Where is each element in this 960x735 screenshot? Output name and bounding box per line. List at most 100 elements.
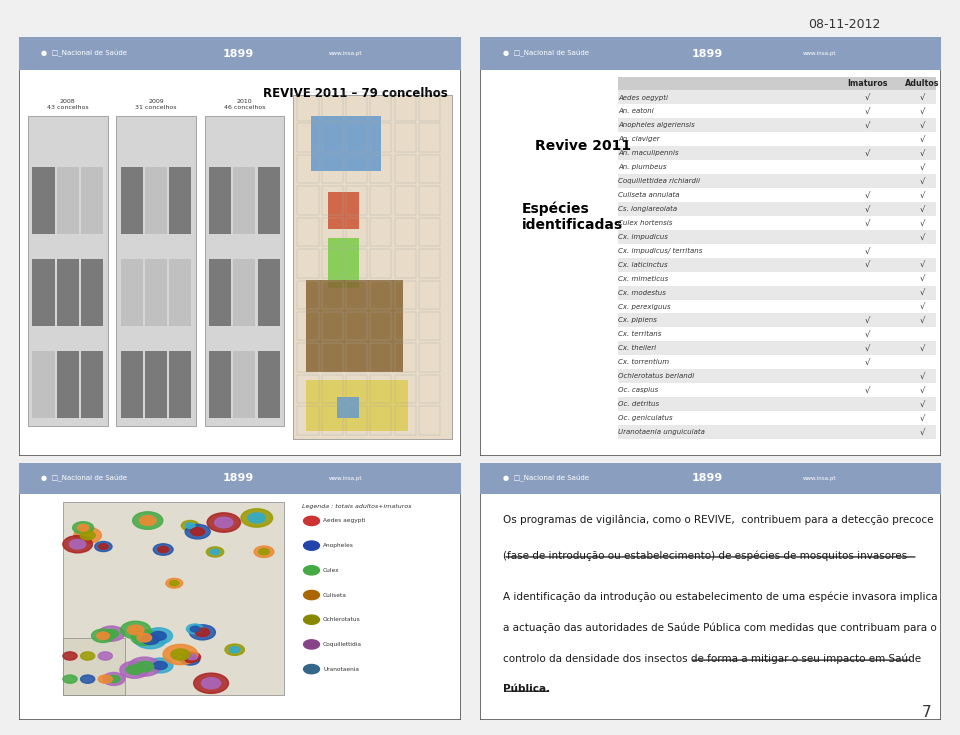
- Text: Revive 2011: Revive 2011: [536, 139, 632, 153]
- FancyBboxPatch shape: [328, 238, 359, 288]
- Text: 1899: 1899: [692, 49, 723, 59]
- FancyBboxPatch shape: [618, 286, 936, 300]
- Text: √: √: [864, 121, 870, 130]
- Circle shape: [142, 634, 159, 645]
- Text: √: √: [920, 218, 925, 227]
- Text: √: √: [864, 260, 870, 269]
- FancyBboxPatch shape: [306, 280, 403, 372]
- Text: 2009
31 concelhos: 2009 31 concelhos: [135, 99, 177, 110]
- Circle shape: [185, 523, 195, 528]
- FancyBboxPatch shape: [337, 397, 359, 418]
- Text: √: √: [920, 148, 925, 158]
- Text: 2010
46 concelhos: 2010 46 concelhos: [224, 99, 265, 110]
- Text: Coquillettidia: Coquillettidia: [323, 642, 362, 647]
- Text: √: √: [864, 316, 870, 325]
- Circle shape: [99, 544, 108, 549]
- Text: √: √: [920, 162, 925, 172]
- Circle shape: [135, 662, 154, 672]
- Circle shape: [185, 524, 210, 539]
- Text: √: √: [920, 302, 925, 311]
- Circle shape: [103, 673, 125, 686]
- Circle shape: [303, 639, 320, 649]
- Circle shape: [194, 673, 228, 693]
- Circle shape: [303, 541, 320, 551]
- Text: √: √: [920, 232, 925, 241]
- Text: Cx. torrentium: Cx. torrentium: [618, 359, 669, 365]
- Circle shape: [120, 662, 149, 678]
- Text: Cx. impudicus: Cx. impudicus: [618, 234, 668, 240]
- Text: An. plumbeus: An. plumbeus: [618, 164, 667, 170]
- FancyBboxPatch shape: [19, 463, 461, 494]
- Circle shape: [254, 546, 274, 558]
- FancyBboxPatch shape: [618, 314, 936, 327]
- Circle shape: [137, 634, 152, 642]
- FancyBboxPatch shape: [81, 167, 103, 234]
- FancyBboxPatch shape: [618, 216, 936, 230]
- FancyBboxPatch shape: [618, 327, 936, 341]
- Text: Oc. detritus: Oc. detritus: [618, 401, 660, 407]
- FancyBboxPatch shape: [233, 167, 255, 234]
- Text: www.insa.pt: www.insa.pt: [803, 476, 836, 481]
- FancyBboxPatch shape: [121, 351, 143, 418]
- Text: ●  □_Nacional de Saúde: ● □_Nacional de Saúde: [503, 50, 589, 57]
- Text: An. claviger: An. claviger: [618, 136, 660, 143]
- Text: Coquillettidea richiardii: Coquillettidea richiardii: [618, 178, 700, 184]
- FancyBboxPatch shape: [209, 167, 231, 234]
- Circle shape: [170, 581, 179, 586]
- Text: √: √: [864, 218, 870, 227]
- FancyBboxPatch shape: [81, 259, 103, 326]
- Circle shape: [132, 630, 157, 645]
- Circle shape: [134, 630, 166, 649]
- Text: Culiseta: Culiseta: [323, 592, 347, 598]
- FancyBboxPatch shape: [169, 351, 191, 418]
- Circle shape: [91, 629, 114, 642]
- Circle shape: [163, 645, 198, 664]
- FancyBboxPatch shape: [480, 463, 941, 720]
- Circle shape: [154, 544, 173, 555]
- Text: Oc. caspius: Oc. caspius: [618, 387, 659, 393]
- FancyBboxPatch shape: [19, 37, 461, 71]
- Text: Uranotaenia unguiculata: Uranotaenia unguiculata: [618, 429, 705, 435]
- FancyBboxPatch shape: [233, 351, 255, 418]
- FancyBboxPatch shape: [19, 37, 461, 456]
- Text: √: √: [920, 288, 925, 297]
- FancyBboxPatch shape: [257, 167, 279, 234]
- Text: √: √: [920, 176, 925, 185]
- Text: √: √: [920, 428, 925, 437]
- FancyBboxPatch shape: [63, 502, 284, 695]
- Text: √: √: [920, 316, 925, 325]
- Text: Uranotaenia: Uranotaenia: [323, 667, 359, 672]
- Text: √: √: [864, 344, 870, 353]
- Circle shape: [127, 665, 142, 675]
- Text: √: √: [920, 107, 925, 116]
- Text: √: √: [864, 148, 870, 158]
- Circle shape: [145, 628, 173, 644]
- Text: Os programas de vigilância, como o REVIVE,  contribuem para a detecção precoce: Os programas de vigilância, como o REVIV…: [503, 514, 933, 525]
- Circle shape: [202, 678, 221, 689]
- Circle shape: [303, 566, 320, 575]
- Text: √: √: [920, 274, 925, 283]
- Circle shape: [229, 647, 240, 653]
- Text: Pública.: Pública.: [503, 684, 550, 695]
- Text: √: √: [864, 93, 870, 102]
- FancyBboxPatch shape: [480, 37, 941, 71]
- FancyBboxPatch shape: [618, 160, 936, 174]
- Circle shape: [129, 657, 161, 676]
- Circle shape: [154, 662, 167, 670]
- FancyBboxPatch shape: [618, 369, 936, 383]
- FancyBboxPatch shape: [57, 167, 79, 234]
- FancyBboxPatch shape: [28, 116, 108, 426]
- Text: √: √: [920, 344, 925, 353]
- Circle shape: [241, 509, 273, 527]
- Circle shape: [157, 546, 169, 553]
- FancyBboxPatch shape: [618, 230, 936, 244]
- FancyBboxPatch shape: [480, 463, 941, 494]
- Circle shape: [151, 631, 166, 640]
- Circle shape: [139, 516, 156, 526]
- Text: √: √: [920, 190, 925, 199]
- Text: √: √: [920, 93, 925, 102]
- Text: Imaturos: Imaturos: [847, 79, 887, 88]
- Text: ●  □_Nacional de Saúde: ● □_Nacional de Saúde: [41, 475, 128, 482]
- FancyBboxPatch shape: [618, 132, 936, 146]
- FancyBboxPatch shape: [306, 380, 408, 431]
